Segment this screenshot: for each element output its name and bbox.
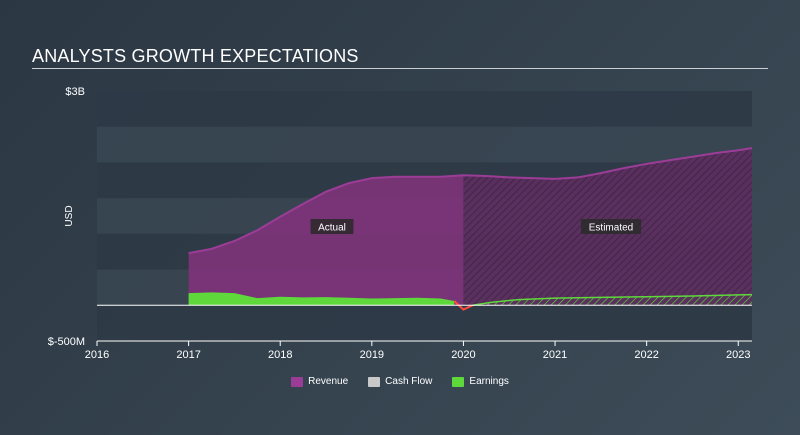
x-tick-label: 2020 xyxy=(451,349,475,361)
estimated-region-label: Estimated xyxy=(580,219,642,234)
grid-band xyxy=(97,305,752,341)
revenue-area-actual xyxy=(188,175,464,306)
grid-band xyxy=(97,126,752,163)
legend-swatch-cash-flow xyxy=(368,376,381,387)
actual-region-label-text: Actual xyxy=(318,223,346,234)
x-tick-label: 2019 xyxy=(360,349,384,361)
x-tick-label: 2021 xyxy=(543,349,567,361)
x-tick-label: 2016 xyxy=(85,349,109,361)
x-tick-label: 2022 xyxy=(634,349,658,361)
actual-region-label-bg xyxy=(310,219,354,234)
earnings-line-estimated xyxy=(472,293,753,307)
earnings-negative-segment xyxy=(453,300,474,311)
legend-label-cash-flow: Cash Flow xyxy=(385,376,433,387)
legend-label-earnings: Earnings xyxy=(469,376,509,387)
legend-item-earnings[interactable]: Earnings xyxy=(452,376,509,387)
y-axis-label: USD xyxy=(64,205,75,226)
axes: 2016 2017 2018 2019 2020 2021 2022 2023 $3B $-500… xyxy=(48,86,752,361)
legend-swatch-earnings xyxy=(452,376,465,387)
legend-label-revenue: Revenue xyxy=(308,376,349,387)
labels-layer: Actual Estimated xyxy=(310,219,642,234)
x-tick-label: 2018 xyxy=(268,349,292,361)
legend-swatch-revenue xyxy=(291,376,304,387)
estimated-region-label-bg xyxy=(580,219,642,234)
legend-item-cash-flow[interactable]: Cash Flow xyxy=(368,376,432,387)
x-tick-label: 2017 xyxy=(176,349,200,361)
chart-title: ANALYSTS GROWTH EXPECTATIONS xyxy=(32,46,359,66)
legend-item-revenue[interactable]: Revenue xyxy=(291,376,348,387)
actual-region-label: Actual xyxy=(310,219,354,234)
legend: Revenue Cash Flow Earnings xyxy=(0,376,800,387)
grid-band xyxy=(97,91,752,127)
earnings-hatch-estimated xyxy=(472,294,752,306)
title-divider xyxy=(32,68,768,69)
y-tick-label: $3B xyxy=(65,86,85,98)
x-tick-label: 2023 xyxy=(726,349,750,361)
earnings-area-actual xyxy=(188,292,455,306)
revenue-line xyxy=(188,147,753,255)
estimated-region-label-text: Estimated xyxy=(589,223,633,234)
y-tick-label: $-500M xyxy=(48,336,85,348)
